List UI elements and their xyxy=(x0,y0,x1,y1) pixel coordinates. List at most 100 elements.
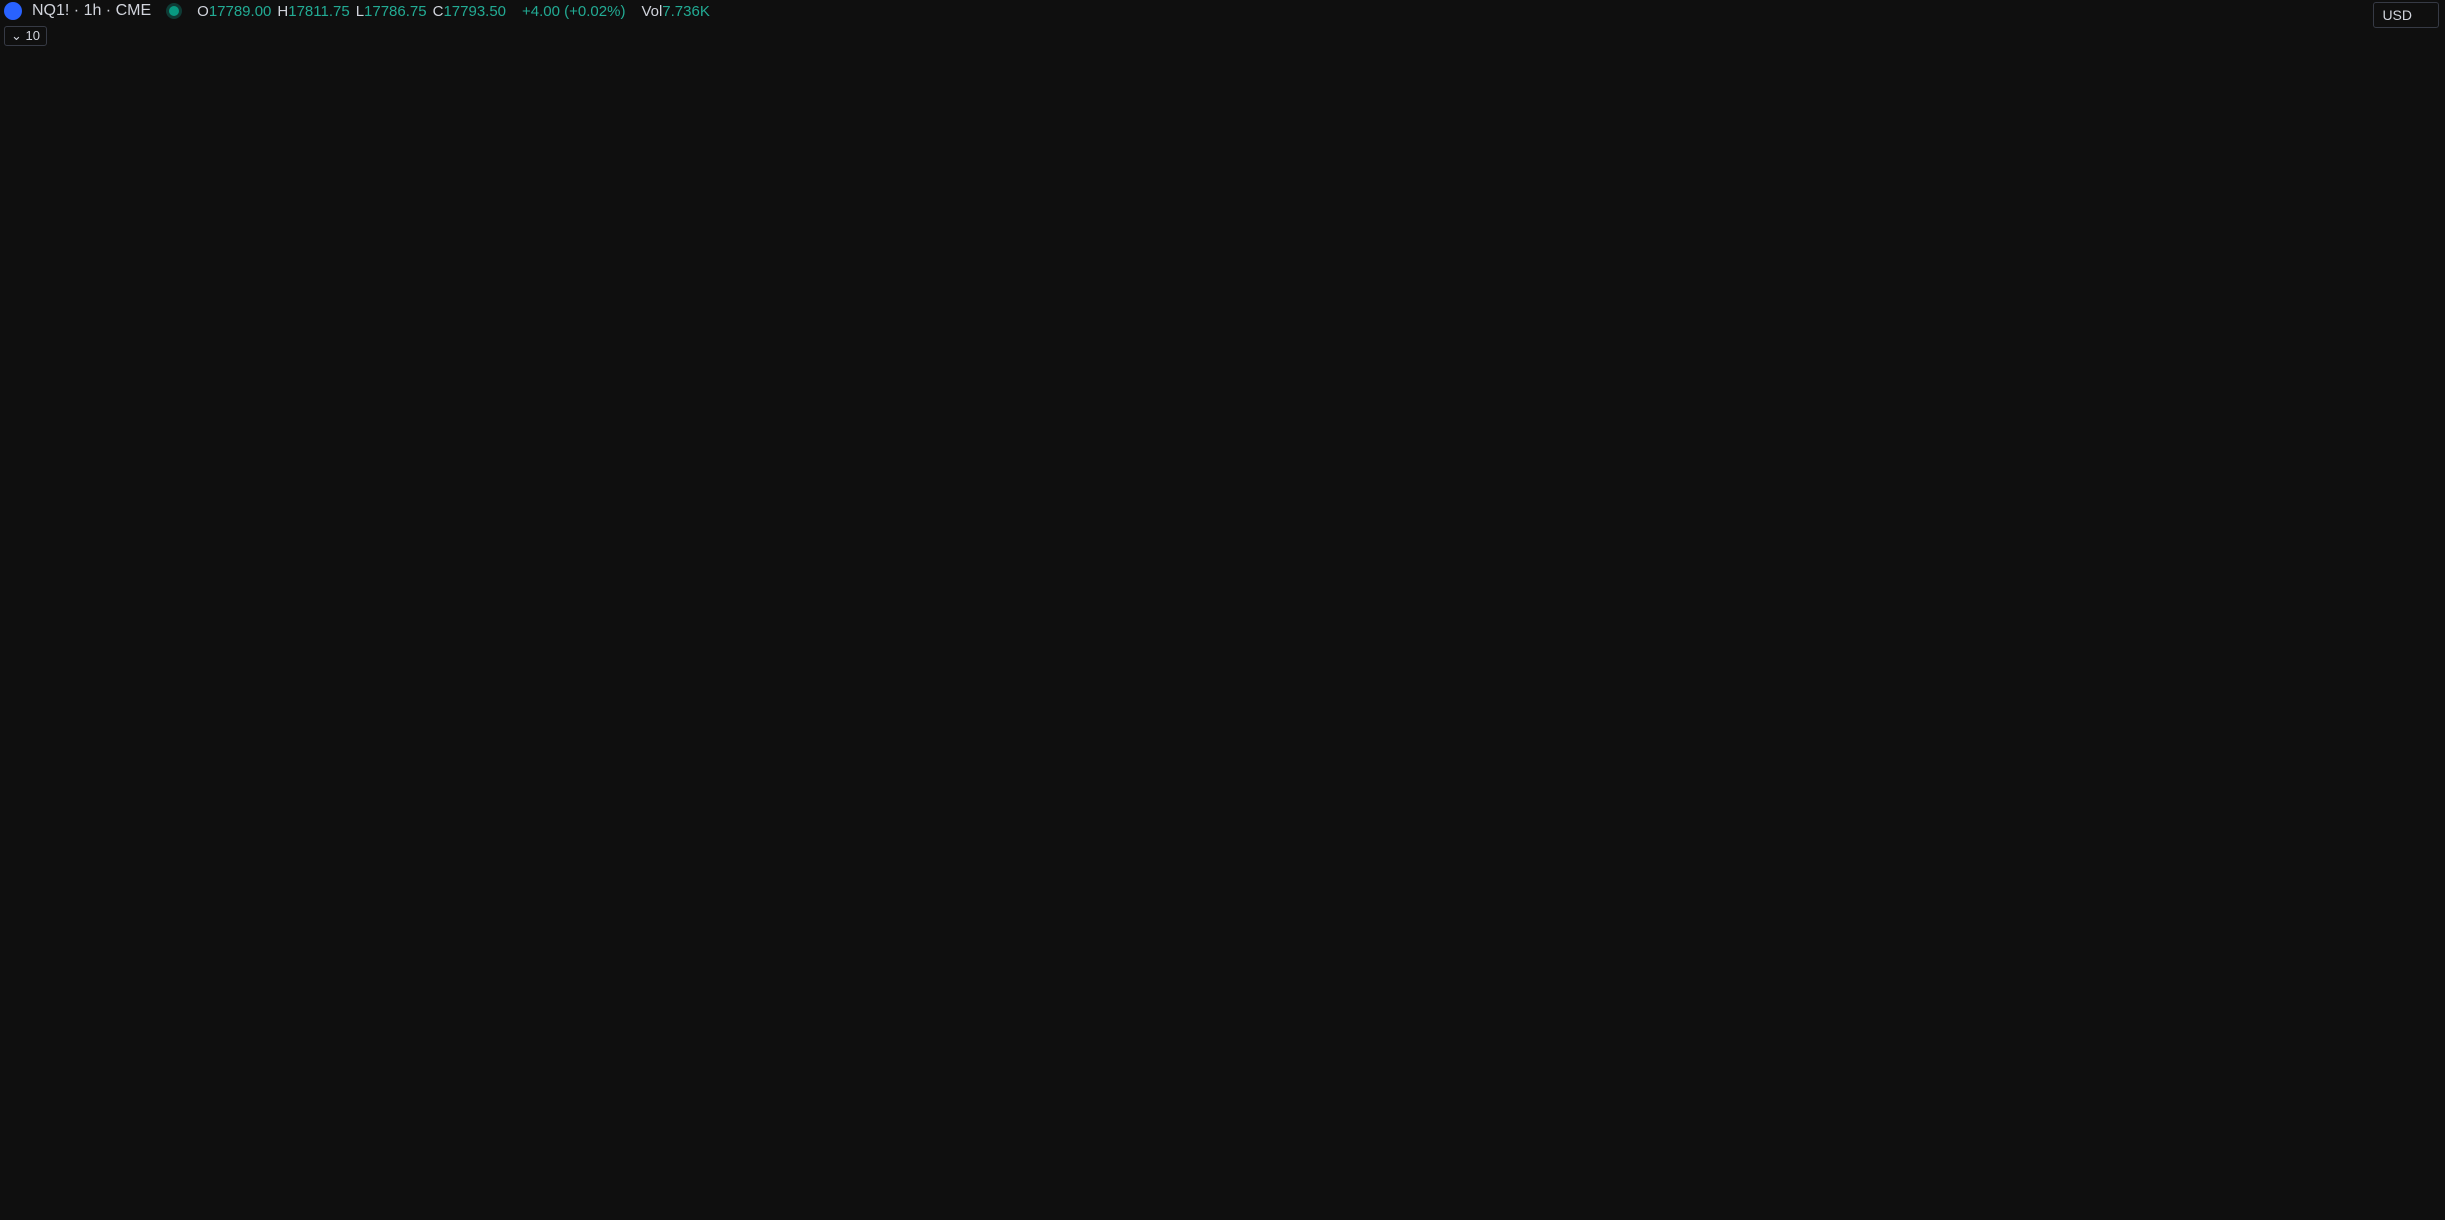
x-tick-label: 29 xyxy=(637,1199,655,1216)
ohlc-value: 17811.75 xyxy=(288,2,350,20)
candle-body xyxy=(167,660,182,673)
candle-body xyxy=(1279,585,1294,619)
zone-price-label-bg xyxy=(2368,320,2444,342)
indicators-toggle[interactable]: ⌄ 10 xyxy=(4,26,47,46)
candle-body xyxy=(965,858,979,875)
candle-body xyxy=(1255,528,1269,619)
candle-body xyxy=(1134,552,1149,562)
zone-price-label-bg xyxy=(2368,709,2444,731)
y-tick-label: 17000.00 xyxy=(2373,1113,2440,1130)
candle-body xyxy=(1424,421,1439,438)
zone-price-label-bg xyxy=(2368,641,2444,663)
ohlc-key: O xyxy=(197,2,209,20)
candle-body xyxy=(1618,264,1632,273)
candle-body xyxy=(457,602,472,628)
y-tick-label: 17400.00 xyxy=(2373,783,2440,800)
candle-body xyxy=(699,532,713,661)
candle-body xyxy=(941,849,955,859)
y-tick-label: 18150.00 xyxy=(2373,165,2440,182)
candle-body xyxy=(989,726,1004,875)
zone xyxy=(1715,331,2367,347)
candle-body xyxy=(482,536,496,603)
candle-body xyxy=(1110,544,1124,562)
ohlc-key: L xyxy=(355,2,365,20)
zone xyxy=(99,935,2368,985)
candle-body xyxy=(1328,544,1342,578)
candle-body xyxy=(1545,313,1560,389)
candle-body xyxy=(1714,363,1729,405)
candle-body xyxy=(216,726,230,743)
zone-price-label-bg xyxy=(2368,764,2444,786)
y-tick-label: 17800.00 xyxy=(2373,453,2440,470)
y-tick-label: 18000.00 xyxy=(2373,289,2440,306)
x-tick-label: Feb xyxy=(922,1199,951,1216)
zone-price-label-bg xyxy=(2368,197,2444,219)
x-tick-label: 16 xyxy=(1991,1199,2009,1216)
y-tick-label: 17650.00 xyxy=(2373,577,2440,594)
zone xyxy=(190,627,2367,652)
candle-body xyxy=(602,618,617,694)
candle-body xyxy=(723,528,738,533)
settings-icon[interactable] xyxy=(2423,1202,2437,1216)
y-tick-label: 18250.00 xyxy=(2373,82,2440,99)
candle-body xyxy=(1013,610,1028,727)
market-status[interactable] xyxy=(169,6,180,16)
zone-price-label: 17166.25 xyxy=(2373,976,2440,993)
y-tick-label: 18050.00 xyxy=(2373,247,2440,264)
x-tick-label: 6 xyxy=(1222,1199,1231,1216)
zone-price-label: 17600.00 xyxy=(2373,618,2440,635)
y-tick-label: 17250.00 xyxy=(2373,907,2440,924)
y-tick-label: 17350.00 xyxy=(2373,825,2440,842)
ohlc-value: 17786.75 xyxy=(364,2,427,20)
candle-body xyxy=(385,552,399,578)
candle-body xyxy=(337,610,351,661)
candle-body xyxy=(1666,231,1680,331)
y-tick-label: 18200.00 xyxy=(2373,124,2440,141)
y-tick-label: 17150.00 xyxy=(2373,990,2440,1007)
candle-body xyxy=(312,660,327,735)
candle-body xyxy=(506,536,520,652)
candle-body xyxy=(772,552,786,603)
candle-body xyxy=(1231,511,1245,529)
x-tick-label: 21 xyxy=(2261,1199,2279,1216)
x-tick-label: 15 xyxy=(1894,1199,1912,1216)
zones xyxy=(98,207,2368,986)
candle-body xyxy=(1400,421,1414,423)
candle-body xyxy=(0,1130,12,1156)
y-tick-label: 17950.00 xyxy=(2373,330,2440,347)
y-tick-label: 17700.00 xyxy=(2373,536,2440,553)
candle-body xyxy=(1158,544,1173,553)
x-tick-label: 7 xyxy=(1318,1199,1327,1216)
zone-price-label: 17420.50 xyxy=(2373,766,2440,783)
y-tick-label: 17200.00 xyxy=(2373,948,2440,965)
candle-body xyxy=(1739,404,1753,578)
change: +4.00 (+0.02%) xyxy=(522,2,626,20)
ohlc-key: C xyxy=(432,2,444,20)
candle-body xyxy=(1207,511,1221,537)
zone-price-label-bg xyxy=(2368,974,2444,996)
x-tick-label: 8 xyxy=(1415,1199,1424,1216)
y-tick-label: 17850.00 xyxy=(2373,412,2440,429)
candle-body xyxy=(1787,552,1801,611)
currency-button[interactable]: USD xyxy=(2373,2,2439,28)
zone-price-label: 18066.75 xyxy=(2373,233,2440,250)
candle-body xyxy=(651,651,665,677)
candle-body xyxy=(1086,544,1100,677)
candle-body xyxy=(71,932,85,999)
candle-body xyxy=(1642,231,1656,265)
candle-body xyxy=(119,750,133,941)
candle-body xyxy=(143,660,158,751)
candle-body xyxy=(868,759,883,850)
candle-body xyxy=(578,618,593,714)
x-tick-label: 13 xyxy=(1701,1199,1719,1216)
zone-price-label: 18108.50 xyxy=(2373,199,2440,216)
x-tick-label: 2 xyxy=(1028,1199,1037,1216)
candle-body xyxy=(1594,264,1608,273)
symbol[interactable]: NQ1! · 1h · CME xyxy=(32,2,152,19)
candle-body xyxy=(409,552,423,595)
candle-body xyxy=(627,676,641,694)
zone-price-label-bg xyxy=(2368,505,2444,527)
candle-body xyxy=(1521,388,1535,413)
tv-logo xyxy=(8,1166,32,1178)
